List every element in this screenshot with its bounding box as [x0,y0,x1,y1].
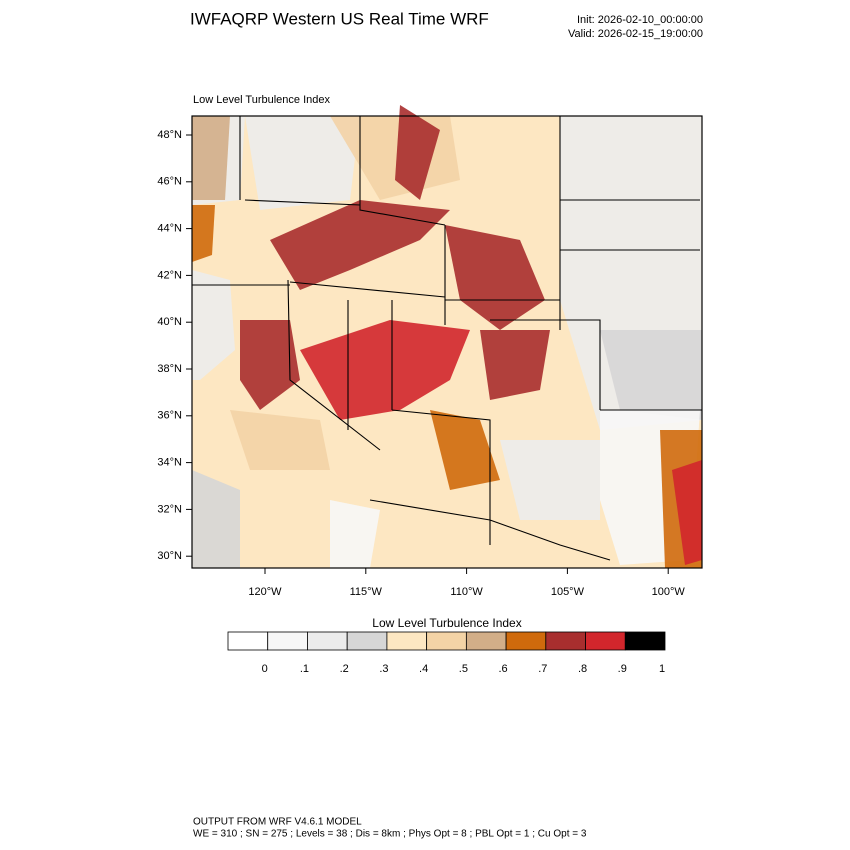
turbulence-area [192,470,240,568]
turbulence-area [300,320,470,420]
valid-time: Valid: 2026-02-15_19:00:00 [568,28,703,40]
lon-label: 110°W [450,586,483,598]
lat-label: 40°N [157,316,182,328]
colorbar: 0 .1 .2 .3 .4 .5 .6 .7 .8 .9 1 [227,631,666,675]
state-border [192,116,702,561]
colorbar-swatch [227,631,269,651]
lat-label: 36°N [157,410,182,422]
turbulence-area [430,410,500,490]
footer-line: OUTPUT FROM WRF V4.6.1 MODEL [193,817,362,828]
map-frame [191,115,703,569]
lat-label: 44°N [157,223,182,235]
colorbar-label: .6 [498,663,507,675]
colorbar-label: .4 [419,663,428,675]
map-title: Low Level Turbulence Index [193,94,330,106]
colorbar-title: Low Level Turbulence Index [372,616,521,630]
lon-label: 120°W [248,586,282,598]
colorbar-swatch [346,631,388,651]
lat-label: 34°N [157,457,182,469]
lat-label: 32°N [157,503,182,515]
map: 48°N 46°N 44°N 42°N 40°N 38°N 36°N 34°N 32°N 30°N… [157,105,702,598]
lat-label: 38°N [157,363,182,375]
colorbar-label: .9 [618,663,627,675]
turbulence-area [600,330,702,420]
colorbar-swatch [307,631,348,651]
init-time: Init: 2026-02-10_00:00:00 [577,14,703,26]
colorbar-swatch [585,631,626,651]
colorbar-swatch [267,631,308,651]
colorbar-label: 0 [262,663,268,675]
turbulence-area [192,116,230,200]
turbulence-area [192,205,215,262]
turbulence-area [245,116,360,210]
lat-label: 30°N [157,550,182,562]
turbulence-area [240,320,300,410]
colorbar-label: .8 [578,663,587,675]
lat-label: 48°N [157,129,182,141]
colorbar-label: .3 [379,663,388,675]
footer-line: WE = 310 ; SN = 275 ; Levels = 38 ; Dis … [193,829,587,840]
colorbar-label: .1 [300,663,309,675]
colorbar-label: .7 [538,663,547,675]
colorbar-swatch [505,631,547,651]
colorbar-swatch [386,631,428,651]
colorbar-swatch [545,631,586,651]
colorbar-label: .2 [340,663,349,675]
lon-label: 115°W [350,586,383,598]
title: IWFAQRP Western US Real Time WRF [190,9,489,28]
turbulence-area [480,330,550,400]
colorbar-swatch [426,631,467,651]
turbulence-area [445,225,545,330]
lon-label: 100°W [652,586,686,598]
turbulence-area [230,410,330,470]
turbulence-area [395,105,440,200]
colorbar-swatch [624,631,666,651]
turbulence-area [672,460,702,565]
turbulence-area [270,200,450,290]
lon-label: 105°W [551,586,585,598]
turbulence-area [330,500,380,568]
colorbar-swatch [465,631,507,651]
lat-label: 42°N [157,269,182,281]
lat-label: 46°N [157,176,182,188]
colorbar-label: 1 [659,663,665,675]
turbulence-area [500,440,600,520]
colorbar-label: .5 [459,663,468,675]
turbulence-area [192,270,235,380]
